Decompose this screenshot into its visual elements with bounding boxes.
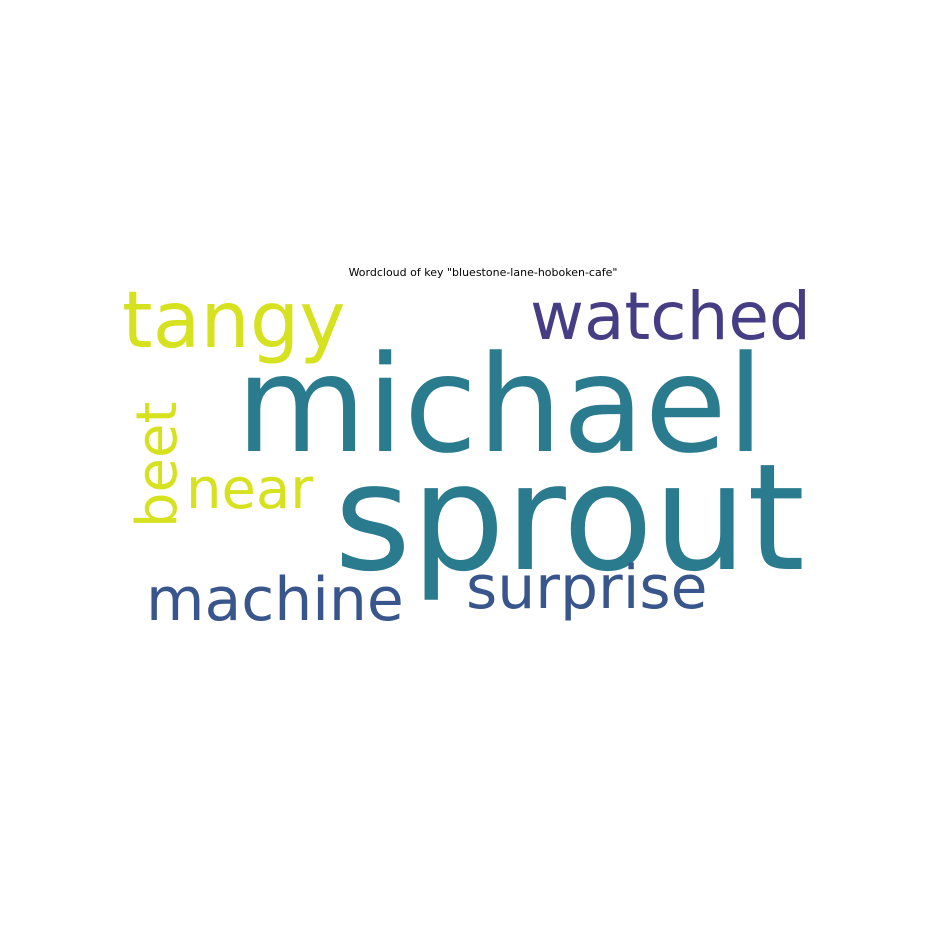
word-watched: watched: [530, 278, 811, 355]
word-michael: michael: [236, 327, 765, 483]
word-tangy: tangy: [122, 276, 346, 366]
word-sprout: sprout: [334, 432, 806, 604]
word-surprise: surprise: [466, 553, 708, 623]
word-machine: machine: [146, 565, 404, 635]
figure-title: Wordcloud of key "bluestone-lane-hoboken…: [348, 266, 618, 279]
wordcloud: michael sprout tangy watched beet near m…: [120, 282, 816, 636]
word-beet: beet: [125, 401, 190, 528]
word-near: near: [186, 457, 314, 522]
